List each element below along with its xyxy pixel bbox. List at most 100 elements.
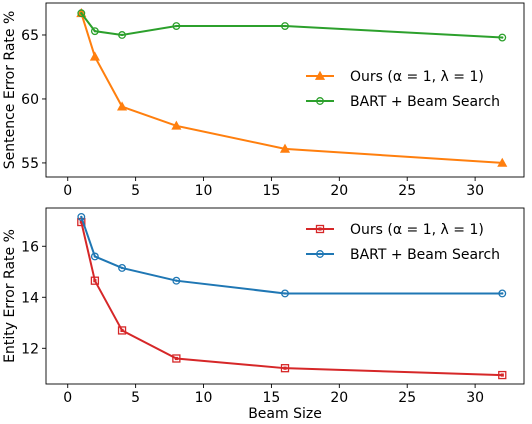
data-point-ours-1-1-center (79, 220, 83, 224)
legend-label-ours-1-1: Ours (α = 1, λ = 1) (350, 222, 484, 238)
y-tick-label: 14 (21, 290, 39, 306)
x-tick-label: 0 (63, 183, 72, 199)
data-point-ours-1-1-center (283, 366, 287, 370)
x-tick-label: 25 (398, 390, 416, 406)
x-tick-label: 25 (398, 183, 416, 199)
data-point-bart-beam-search (77, 212, 86, 221)
x-tick-label: 20 (330, 390, 348, 406)
y-tick-label: 55 (21, 156, 39, 172)
data-point-bart-beam-search-center (501, 36, 504, 39)
x-tick-label: 10 (195, 183, 213, 199)
data-point-bart-beam-search-center (93, 29, 97, 33)
data-point-bart-beam-search (118, 263, 126, 272)
data-point-ours-1-1 (497, 157, 508, 167)
x-tick-label: 0 (63, 390, 72, 406)
data-point-bart-beam-search-center (175, 24, 178, 28)
series-line-ours-1-1 (80, 221, 503, 377)
data-point-ours-1-1-center (500, 373, 504, 377)
y-tick-label: 12 (21, 341, 39, 357)
data-point-bart-beam-search-outline (281, 22, 289, 30)
data-point-bart-beam-search (498, 33, 507, 42)
data-point-bart-beam-search-center (80, 12, 83, 15)
x-axis-label: Beam Size (248, 406, 322, 422)
legend-marker-bart-beam-search-outline (316, 97, 324, 105)
data-point-ours-1-1-outline (90, 276, 100, 285)
plot-frame (45, 2, 525, 178)
x-tick-label: 5 (131, 390, 140, 406)
series-line-bart-beam-search (80, 216, 503, 295)
data-point-ours-1-1 (498, 370, 507, 380)
data-point-bart-beam-search-outline (281, 289, 289, 298)
legend-label-bart-beam-search: BART + Beam Search (350, 94, 500, 110)
y-tick-label: 65 (21, 28, 39, 44)
data-point-ours-1-1 (280, 364, 290, 373)
data-point-bart-beam-search (90, 27, 99, 36)
legend-label-ours-1-1: Ours (α = 1, λ = 1) (350, 69, 484, 85)
data-point-ours-1-1 (90, 276, 100, 285)
y-tick-label: 60 (21, 92, 39, 108)
data-point-ours-1-1-center (120, 328, 124, 333)
data-point-ours-1-1 (117, 326, 127, 335)
legend-marker-bart-beam-search-outline (316, 250, 324, 258)
legend-marker-ours-1-1 (314, 70, 326, 80)
data-point-ours-1-1-outline (117, 326, 127, 335)
x-tick-label: 5 (131, 183, 140, 199)
legend-marker-bart-beam-search-center (318, 252, 322, 256)
series-line-bart-beam-search (80, 12, 503, 39)
x-tick-label: 15 (263, 183, 281, 199)
data-point-ours-1-1-center (93, 279, 97, 283)
data-point-bart-beam-search-center (120, 33, 124, 37)
legend-marker-ours-1-1-center (318, 227, 322, 231)
series-line-ours-1-1 (80, 12, 503, 164)
legend-marker-ours-1-1 (315, 224, 325, 234)
data-point-ours-1-1-center (174, 356, 178, 361)
data-point-bart-beam-search (77, 9, 86, 18)
data-point-ours-1-1-outline (498, 370, 507, 380)
data-point-bart-beam-search-center (501, 292, 504, 295)
data-point-bart-beam-search (118, 31, 126, 39)
data-point-ours-1-1-outline (172, 354, 181, 363)
y-axis-label: Sentence Error Rate % (2, 11, 18, 170)
data-point-bart-beam-search (281, 22, 289, 30)
data-point-bart-beam-search-outline (90, 27, 99, 36)
data-point-bart-beam-search-outline (498, 33, 507, 42)
data-point-bart-beam-search-center (120, 266, 124, 270)
data-point-bart-beam-search-outline (118, 31, 126, 39)
data-point-ours-1-1 (172, 354, 181, 363)
data-point-bart-beam-search-center (80, 215, 83, 219)
x-tick-label: 20 (330, 183, 348, 199)
data-point-bart-beam-search (172, 276, 181, 285)
legend-marker-bart-beam-search-center (318, 99, 322, 103)
data-point-bart-beam-search-outline (172, 276, 181, 285)
data-point-bart-beam-search-outline (90, 252, 99, 261)
x-tick-label: 30 (466, 183, 484, 199)
legend-marker-bart-beam-search (316, 250, 324, 258)
data-point-ours-1-1 (89, 51, 100, 61)
data-point-bart-beam-search-outline (498, 289, 507, 298)
data-point-bart-beam-search-outline (77, 212, 86, 221)
y-tick-label: 16 (21, 239, 39, 255)
data-point-bart-beam-search-center (283, 24, 287, 28)
data-point-ours-1-1 (116, 101, 128, 111)
data-point-bart-beam-search-center (283, 292, 287, 295)
y-axis-label: Entity Error Rate % (2, 229, 18, 363)
data-point-bart-beam-search (498, 289, 507, 298)
data-point-bart-beam-search-center (175, 279, 178, 282)
legend-marker-ours-1-1-outline (315, 224, 325, 234)
data-point-bart-beam-search (90, 252, 99, 261)
x-tick-label: 30 (466, 390, 484, 406)
data-point-bart-beam-search-center (93, 255, 97, 258)
plot-frame (45, 207, 525, 385)
x-tick-label: 15 (263, 390, 281, 406)
data-point-bart-beam-search (281, 289, 289, 298)
data-point-bart-beam-search-outline (118, 263, 126, 272)
data-point-ours-1-1-outline (280, 364, 290, 373)
data-point-ours-1-1 (279, 143, 291, 153)
data-point-ours-1-1 (171, 120, 182, 130)
x-tick-label: 10 (195, 390, 213, 406)
data-point-bart-beam-search (172, 22, 181, 30)
data-point-bart-beam-search-outline (77, 9, 86, 18)
